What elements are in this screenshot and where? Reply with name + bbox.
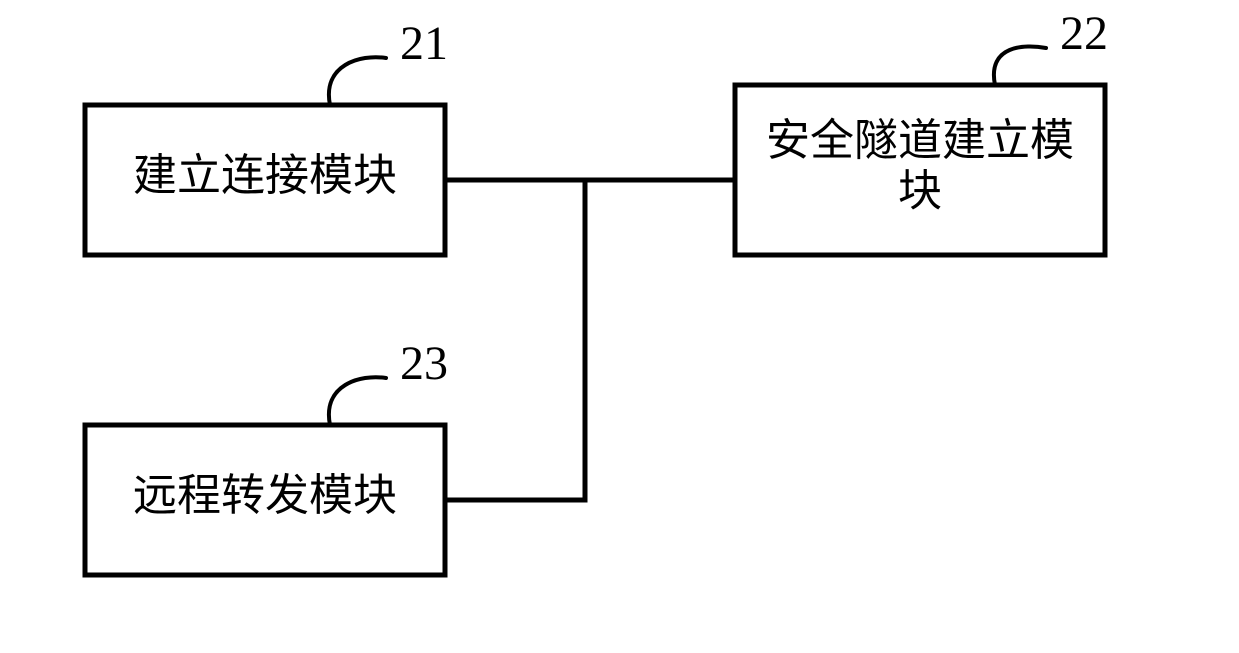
- node-n21: 建立连接模块 21: [85, 17, 448, 255]
- node-n22-label-line1: 块: [898, 166, 942, 215]
- node-n23-label-line0: 远程转发模块: [133, 471, 397, 520]
- node-n22-callout-number: 22: [1060, 7, 1108, 60]
- node-n22: 安全隧道建立模块 22: [735, 7, 1108, 255]
- node-n21-callout-line: [329, 57, 386, 105]
- node-n23-callout-number: 23: [400, 337, 448, 390]
- node-n22-callout-line: [994, 46, 1046, 85]
- node-n23: 远程转发模块 23: [85, 337, 448, 575]
- edge-n23-junction: [445, 180, 585, 500]
- node-n21-label-line0: 建立连接模块: [133, 151, 397, 200]
- node-n21-callout-number: 21: [400, 17, 448, 70]
- node-n23-callout-line: [329, 377, 386, 425]
- node-n22-label-line0: 安全隧道建立模: [766, 116, 1074, 165]
